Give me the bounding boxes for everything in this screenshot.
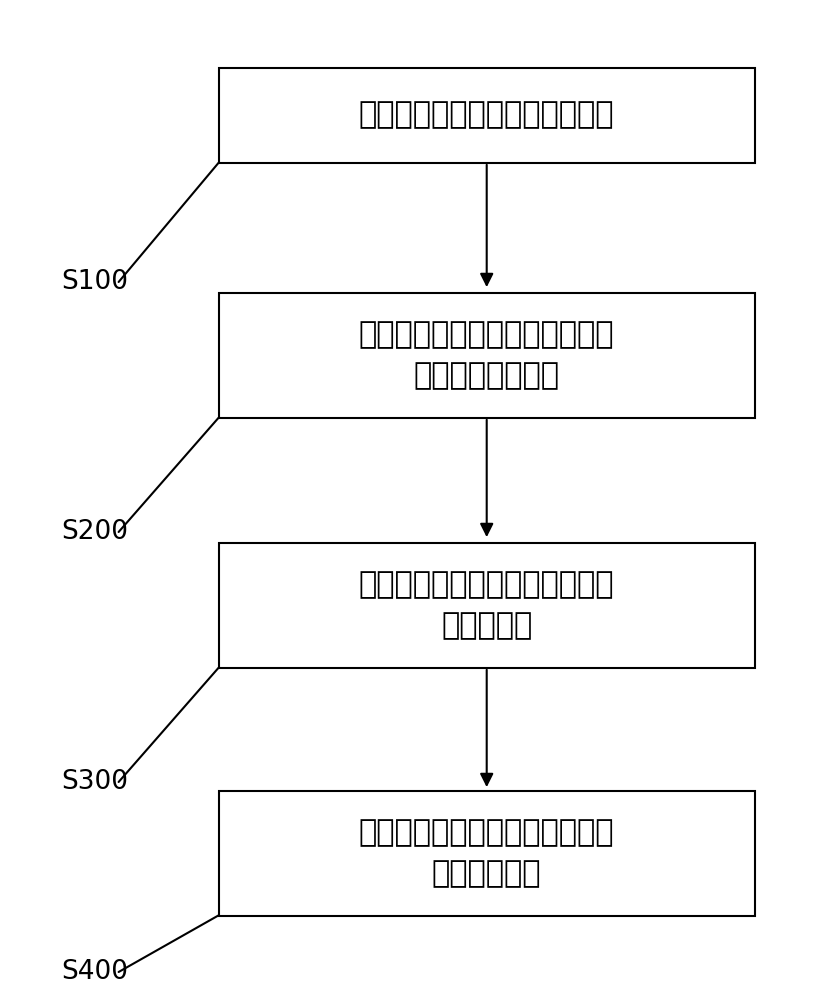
Bar	[218, 292, 754, 418]
Text: S400: S400	[61, 959, 128, 985]
Text: S300: S300	[61, 769, 128, 795]
Text: 根据所述评估样本构建车辆的能
耗分析模型: 根据所述评估样本构建车辆的能 耗分析模型	[359, 570, 614, 640]
Bar	[218, 542, 754, 668]
Text: 采集车辆的运行数据和能耗数据: 采集车辆的运行数据和能耗数据	[359, 101, 614, 129]
Text: 通过所述的能耗分析模型对车辆
进行能耗分析: 通过所述的能耗分析模型对车辆 进行能耗分析	[359, 818, 614, 888]
Bar	[218, 790, 754, 916]
Text: S200: S200	[61, 519, 128, 545]
Bar	[218, 68, 754, 162]
Text: S100: S100	[61, 269, 128, 295]
Text: 在所述的车辆运行数据和能耗数
据中筛选评估样本: 在所述的车辆运行数据和能耗数 据中筛选评估样本	[359, 320, 614, 390]
